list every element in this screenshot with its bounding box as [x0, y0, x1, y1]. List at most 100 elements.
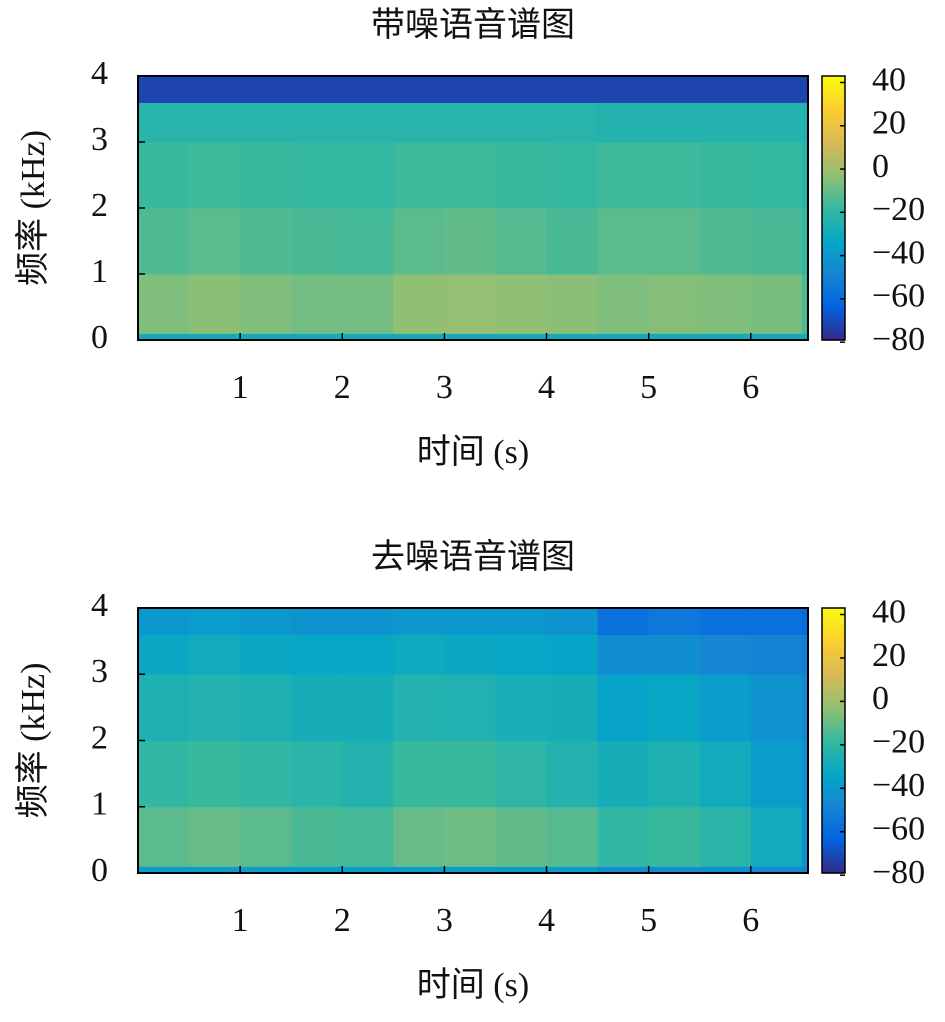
heat-cell [750, 333, 803, 341]
colorbar-step [822, 691, 845, 695]
colorbar-step [822, 656, 845, 660]
heat-cell [750, 740, 803, 808]
heat-cell [138, 740, 190, 808]
colorbar-step [822, 764, 845, 768]
colorbar-tick-label: −20 [872, 724, 925, 761]
heat-cell [648, 102, 701, 143]
heat-cell [801, 608, 809, 635]
heat-cell [444, 634, 496, 675]
heat-cell [750, 866, 803, 874]
colorbar-step [822, 725, 845, 728]
colorbar-step [822, 663, 845, 667]
colorbar-step [822, 289, 845, 293]
heat-cell [801, 333, 809, 341]
colorbar-step [822, 225, 845, 229]
x-tick-label: 4 [538, 369, 555, 406]
heat-cell [393, 102, 445, 143]
colorbar-step [822, 636, 845, 640]
heat-cell [546, 634, 599, 675]
colorbar-step [822, 826, 845, 830]
heat-cell [801, 806, 809, 867]
heat-cell [291, 740, 343, 808]
colorbar-step [822, 271, 845, 275]
colorbar-step [822, 707, 845, 711]
colorbar-step [822, 100, 845, 103]
x-tick-label: 5 [640, 369, 657, 406]
colorbar-step [822, 610, 845, 614]
colorbar-step [822, 831, 845, 834]
colorbar-step [822, 91, 845, 95]
heat-cell [597, 806, 650, 867]
colorbar-step [822, 111, 845, 114]
heat-cell [750, 608, 803, 635]
colorbar-step [822, 685, 845, 689]
heat-cell [801, 274, 809, 334]
heat-cell [495, 208, 548, 275]
colorbar-step [822, 689, 845, 693]
colorbar-step [822, 219, 845, 222]
y-tick-label: 1 [91, 253, 108, 290]
heat-cell [342, 740, 394, 808]
heat-cell [240, 634, 292, 675]
heat-cell [240, 142, 292, 209]
colorbar-step [822, 144, 845, 147]
colorbar-step [822, 614, 845, 618]
colorbar-step [822, 208, 845, 211]
colorbar-step [822, 265, 845, 268]
heat-cell [495, 333, 548, 341]
heat-cell [138, 333, 190, 341]
heat-cell [546, 608, 599, 635]
colorbar-step [822, 864, 845, 867]
heat-cell [291, 142, 343, 209]
colorbar-step [822, 155, 845, 158]
colorbar-step [822, 76, 845, 79]
y-axis-label: 频率 (kHz) [14, 663, 52, 819]
colorbar-step [822, 848, 845, 852]
colorbar-tick-label: −80 [872, 321, 925, 358]
heat-cell [597, 866, 650, 874]
colorbar-step [822, 669, 845, 673]
colorbar-step [822, 793, 845, 797]
colorbar-step [822, 241, 845, 244]
colorbar-step [822, 93, 845, 97]
colorbar-step [822, 139, 845, 143]
colorbar-step [822, 122, 845, 125]
colorbar-step [822, 179, 845, 183]
colorbar-step [822, 714, 845, 717]
colorbar-tick-label: −60 [872, 278, 925, 315]
heat-cell [801, 674, 809, 741]
colorbar-step [822, 102, 845, 106]
colorbar-step [822, 153, 845, 156]
colorbar-step [822, 252, 845, 255]
colorbar-step [822, 166, 845, 169]
x-tick-label: 1 [232, 369, 249, 406]
colorbar-step [822, 729, 845, 733]
heat-cell [495, 142, 548, 209]
colorbar-step [822, 760, 845, 764]
y-tick-label: 4 [91, 55, 108, 92]
heat-cell [495, 274, 548, 334]
heat-cell [546, 208, 599, 275]
colorbar-step [822, 234, 845, 238]
heat-cell [189, 208, 241, 275]
x-tick-label: 6 [742, 902, 759, 939]
colorbar-step [822, 612, 845, 616]
colorbar-step [822, 298, 845, 301]
heat-cell [342, 102, 394, 143]
heat-cell [648, 634, 701, 675]
colorbar-tick-label: −40 [872, 234, 925, 271]
colorbar-step [822, 159, 845, 163]
colorbar-step [822, 813, 845, 817]
colorbar-step [822, 800, 845, 803]
colorbar-step [822, 627, 845, 631]
heat-cell [291, 102, 343, 143]
heat-cell [240, 333, 292, 341]
heat-cell [291, 274, 343, 334]
colorbar-step [822, 126, 845, 130]
colorbar-step [822, 778, 845, 781]
colorbar-step [822, 634, 845, 638]
colorbar-tick-label: −80 [872, 854, 925, 891]
heat-cell [495, 76, 548, 103]
heat-cell [597, 274, 650, 334]
